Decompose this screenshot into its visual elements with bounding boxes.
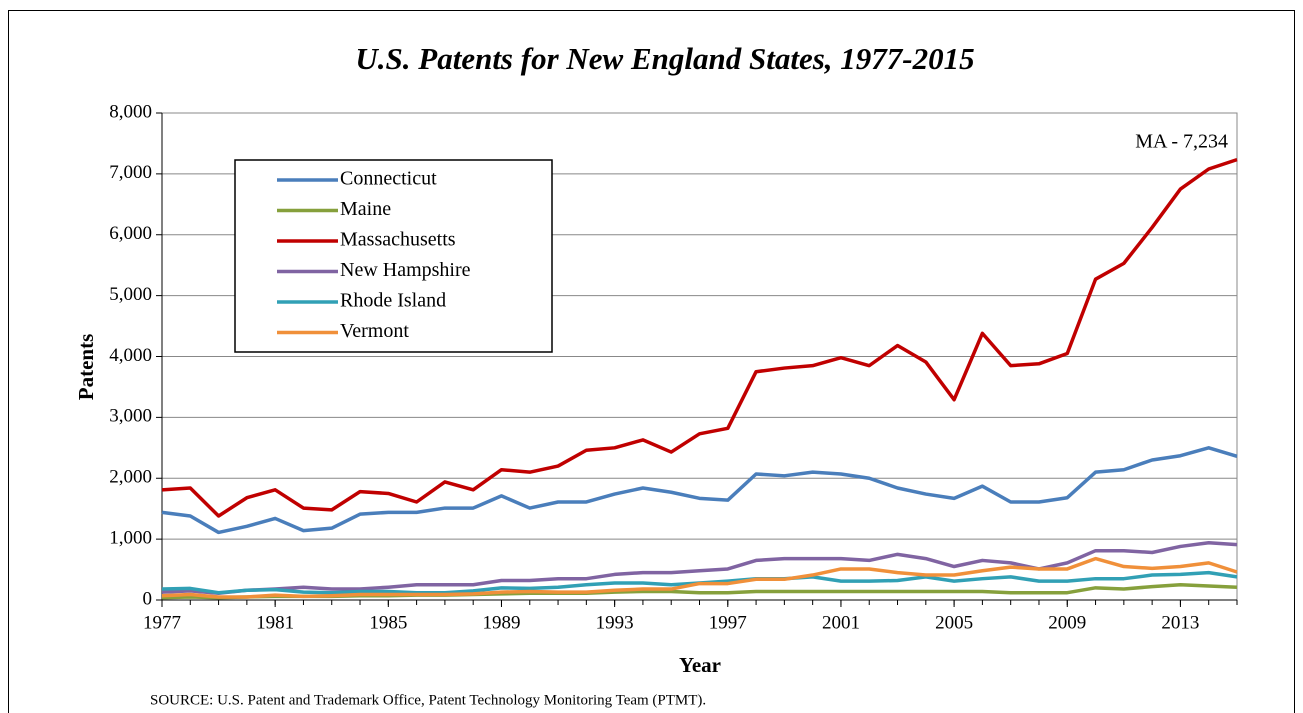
x-tick-label: 1993 [596,612,634,633]
chart-title: U.S. Patents for New England States, 197… [355,41,974,76]
annotation: MA - 7,234 [1135,131,1228,153]
series-line [161,446,1238,535]
x-tick-label: 2009 [1048,612,1086,633]
series-line [161,541,1238,596]
x-tick-label: 1989 [482,612,520,633]
chart-frame [8,10,1295,713]
legend-label: Rhode Island [340,290,446,312]
legend-label: Maine [340,198,391,220]
legend-box [234,159,553,353]
x-axis-label: Year [679,653,721,677]
y-tick-label: 3,000 [109,406,152,427]
y-tick-label: 5,000 [109,284,152,305]
x-tick-label: 2005 [935,612,973,633]
legend-label: Vermont [340,320,409,342]
y-axis-label: Patents [74,334,98,401]
legend-label: New Hampshire [340,259,471,281]
y-tick-label: 8,000 [109,101,152,122]
y-tick-label: 6,000 [109,223,152,244]
x-tick-label: 1985 [369,612,407,633]
y-tick-label: 7,000 [109,162,152,183]
source-note: SOURCE: U.S. Patent and Trademark Office… [150,692,706,708]
series-line [161,157,1238,518]
legend-label: Connecticut [340,168,437,190]
x-tick-label: 2013 [1161,612,1199,633]
x-tick-label: 1977 [143,612,181,633]
y-tick-label: 0 [143,588,153,609]
y-tick-label: 4,000 [109,345,152,366]
y-tick-label: 1,000 [109,527,152,548]
x-tick-label: 1981 [256,612,294,633]
series-line [161,556,1238,599]
legend-label: Massachusetts [340,229,456,251]
y-tick-label: 2,000 [109,467,152,488]
x-tick-label: 1997 [709,612,747,633]
x-tick-label: 2001 [822,612,860,633]
